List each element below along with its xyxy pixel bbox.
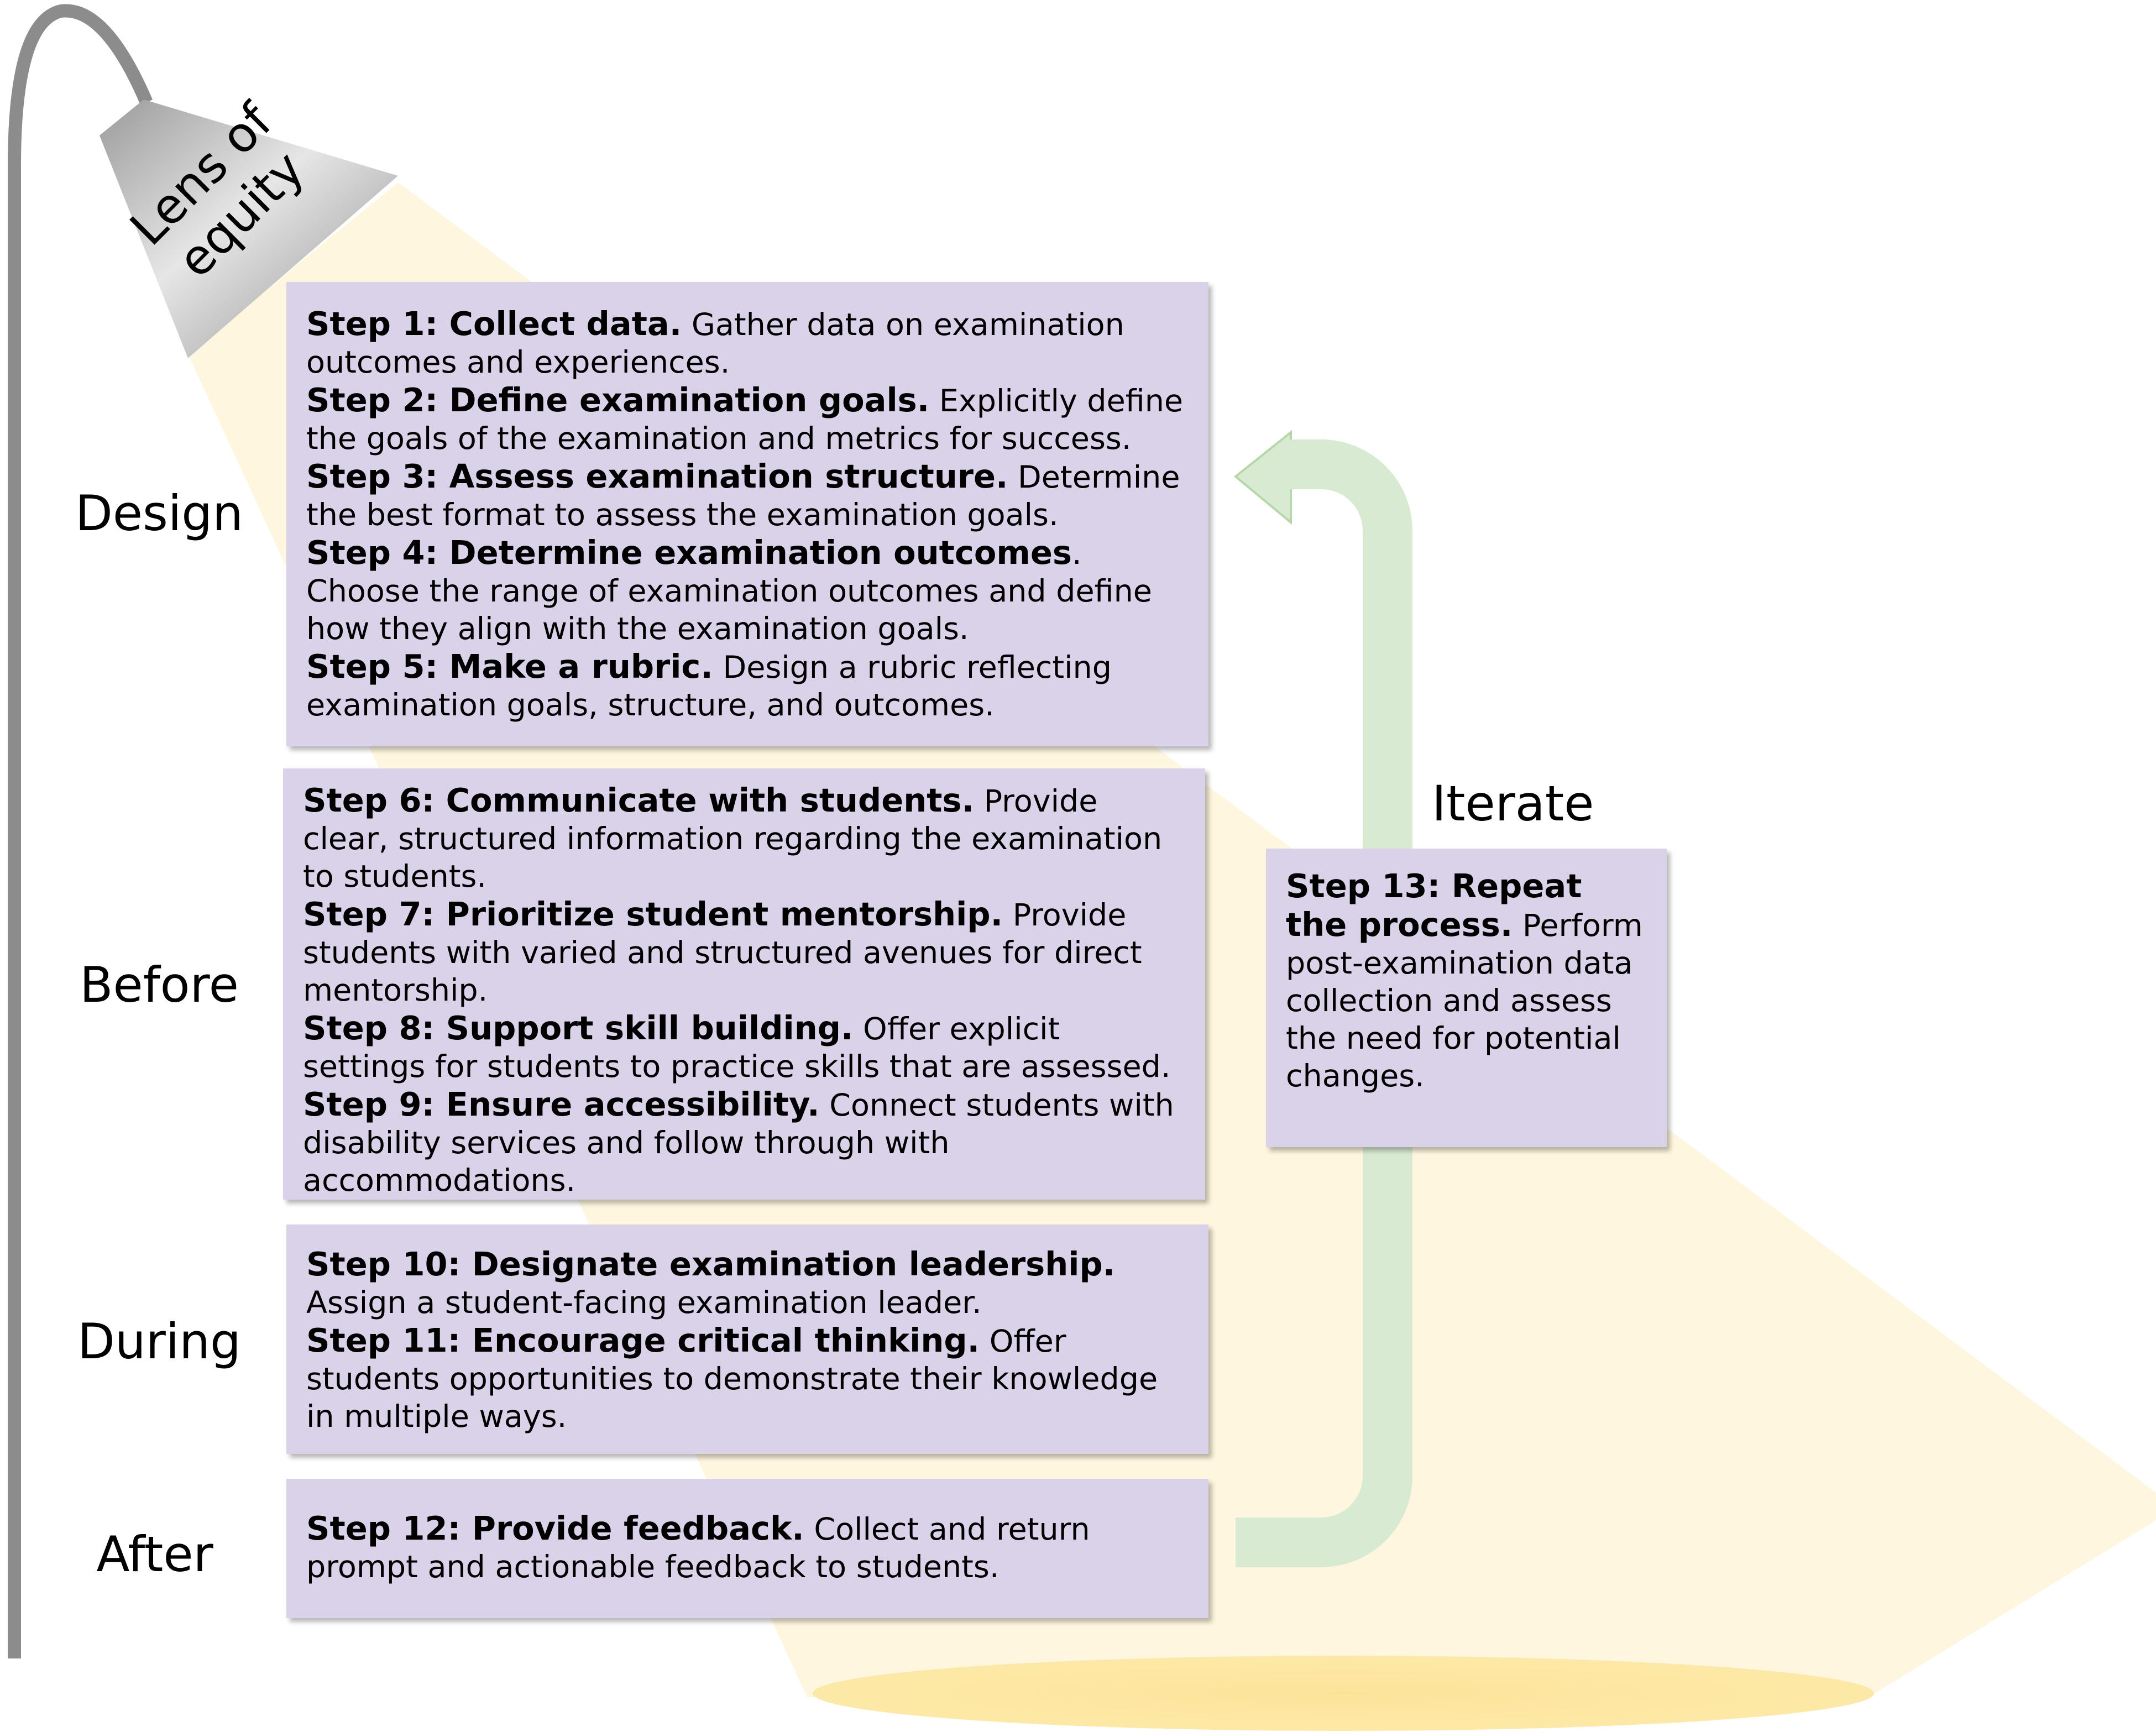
step-7: Step 7: Prioritize student mentorship. P… <box>303 896 1185 1009</box>
step-1-title: Step 1: Collect data. <box>306 305 682 343</box>
step-6: Step 6: Communicate with students. Provi… <box>303 782 1185 896</box>
step-11-text: Offer students opportunities to demonstr… <box>306 1323 1158 1435</box>
step-3: Step 3: Assess examination structure. De… <box>306 458 1189 534</box>
phase-label-after: After <box>96 1526 213 1583</box>
step-5-title: Step 5: Make a rubric. <box>306 647 713 686</box>
light-pool <box>813 1656 1874 1731</box>
step-6-text: Provide clear, structured information re… <box>303 783 1163 894</box>
step-9: Step 9: Ensure accessibility. Connect st… <box>303 1086 1185 1200</box>
step-12: Step 12: Provide feedback. Collect and r… <box>306 1510 1189 1586</box>
before-steps-box: Step 6: Communicate with students. Provi… <box>283 768 1205 1200</box>
phase-label-before: Before <box>80 956 239 1013</box>
step-5-text: Design a rubric reflecting examination g… <box>306 650 1112 723</box>
iterate-label: Iterate <box>1432 775 1594 832</box>
step-11-title: Step 11: Encourage critical thinking. <box>306 1321 980 1359</box>
after-steps-box: Step 12: Provide feedback. Collect and r… <box>286 1479 1208 1618</box>
phase-label-design: Design <box>75 485 243 542</box>
iterate-arrowhead <box>1233 430 1292 525</box>
step-7-text: Provide students with varied and structu… <box>303 897 1142 1008</box>
step-13: Step 13: Repeat the process. Perform pos… <box>1286 867 1650 1095</box>
step-8-title: Step 8: Support skill building. <box>303 1009 854 1047</box>
step-4: Step 4: Determine examination outcomes. … <box>306 534 1189 648</box>
step-8: Step 8: Support skill building. Offer ex… <box>303 1009 1185 1086</box>
step-3-title: Step 3: Assess examination structure. <box>306 457 1008 495</box>
step-12-text: Collect and return prompt and actionable… <box>306 1511 1090 1585</box>
step-1: Step 1: Collect data. Gather data on exa… <box>306 305 1189 381</box>
step-2-text: Explicitly define the goals of the exami… <box>306 383 1184 457</box>
step-8-text: Offer explicit settings for students to … <box>303 1011 1171 1085</box>
step-10: Step 10: Designate examination leadershi… <box>306 1246 1189 1322</box>
design-steps-box: Step 1: Collect data. Gather data on exa… <box>286 282 1208 746</box>
step-2: Step 2: Define examination goals. Explic… <box>306 381 1189 458</box>
step-13-title: Step 13: Repeat the process. <box>1286 867 1582 944</box>
step-10-text: Assign a student-facing examination lead… <box>306 1285 982 1321</box>
step-6-title: Step 6: Communicate with students. <box>303 781 975 819</box>
step-9-title: Step 9: Ensure accessibility. <box>303 1085 820 1123</box>
repeat-process-box: Step 13: Repeat the process. Perform pos… <box>1266 849 1667 1147</box>
step-7-title: Step 7: Prioritize student mentorship. <box>303 895 1003 933</box>
iterate-arrow <box>1236 439 1412 1567</box>
step-3-text: Determine the best format to assess the … <box>306 459 1180 533</box>
step-5: Step 5: Make a rubric. Design a rubric r… <box>306 648 1189 724</box>
lamp-pole <box>8 4 153 1658</box>
step-4-text: . Choose the range of examination outcom… <box>306 536 1152 647</box>
step-4-title: Step 4: Determine examination outcomes <box>306 533 1072 572</box>
during-steps-box: Step 10: Designate examination leadershi… <box>286 1225 1208 1454</box>
step-9-text: Connect students with disability service… <box>303 1087 1174 1199</box>
lamp-shade <box>100 100 398 358</box>
phase-label-during: During <box>77 1313 241 1370</box>
step-11: Step 11: Encourage critical thinking. Of… <box>306 1322 1189 1436</box>
step-2-title: Step 2: Define examination goals. <box>306 381 930 419</box>
step-1-text: Gather data on examination outcomes and … <box>306 307 1124 380</box>
step-12-title: Step 12: Provide feedback. <box>306 1509 804 1547</box>
step-10-title: Step 10: Designate examination leadershi… <box>306 1245 1116 1283</box>
step-13-text: Perform post-examination data collection… <box>1286 908 1643 1094</box>
